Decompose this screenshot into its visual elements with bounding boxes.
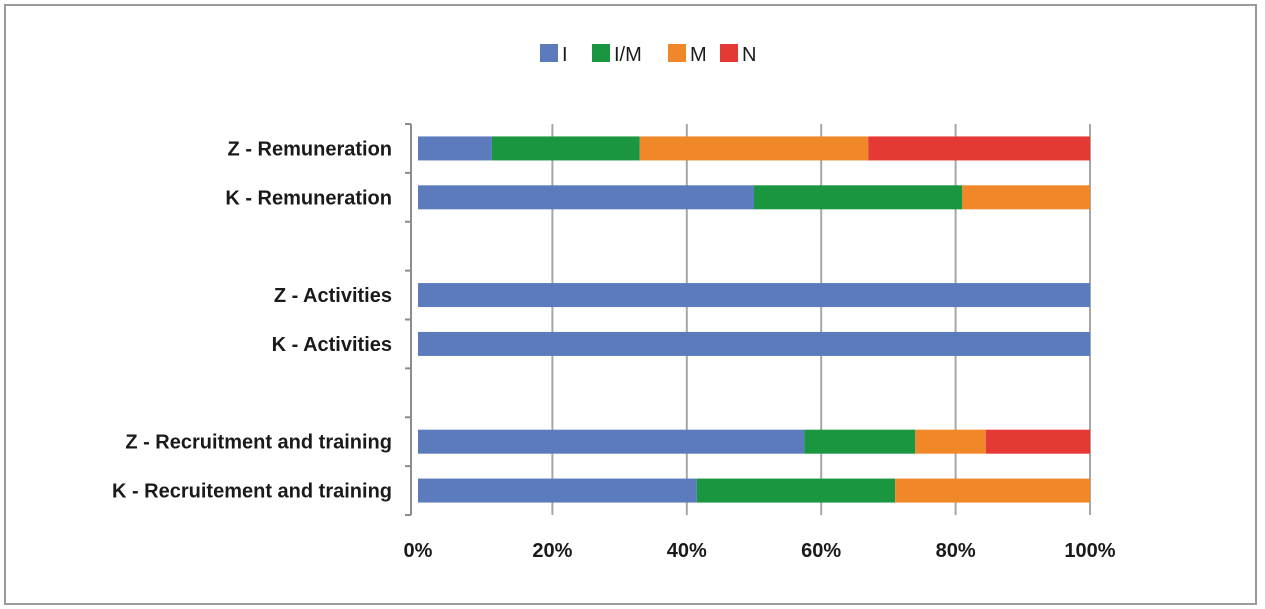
category-label: Z - Recruitment and training	[125, 432, 392, 454]
category-label: Z - Remuneration	[228, 138, 392, 160]
legend-swatch	[668, 44, 686, 62]
category-label: K - Recruitement and training	[112, 481, 392, 503]
bar-i-m-7	[696, 478, 896, 503]
bar-m-0	[639, 136, 869, 161]
x-tick-label: 20%	[532, 540, 572, 562]
bar-i-6	[418, 429, 805, 454]
y-axis	[405, 123, 412, 516]
bar-m-7	[895, 478, 1090, 503]
category-label: Z - Activities	[274, 285, 392, 307]
legend-label: M	[690, 44, 707, 66]
category-labels: Z - Remuneration K - Remuneration Z - Acti…	[112, 138, 392, 502]
x-tick-label: 60%	[801, 540, 841, 562]
bar-i-1	[418, 185, 754, 210]
legend: I I/M M N	[540, 44, 756, 66]
x-tick-label: 100%	[1064, 540, 1115, 562]
bar-m-1	[962, 185, 1090, 210]
x-tick-label: 40%	[667, 540, 707, 562]
bar-i-7	[418, 478, 697, 503]
x-tick-labels: 0% 20% 40% 60% 80% 100%	[404, 540, 1116, 562]
bar-i-0	[418, 136, 492, 161]
x-tick-label: 80%	[936, 540, 976, 562]
legend-swatch	[720, 44, 738, 62]
legend-label: I/M	[614, 44, 642, 66]
bar-n-0	[868, 136, 1090, 161]
legend-swatch	[592, 44, 610, 62]
bar-m-6	[915, 429, 986, 454]
bar-i-m-1	[754, 185, 963, 210]
bars	[418, 136, 1090, 503]
bar-i-m-6	[804, 429, 916, 454]
x-tick-label: 0%	[404, 540, 433, 562]
bar-n-6	[985, 429, 1090, 454]
legend-swatch	[540, 44, 558, 62]
gridlines	[551, 124, 1091, 515]
bar-i-3	[418, 283, 1090, 308]
category-label: K - Remuneration	[225, 187, 392, 209]
legend-label: N	[742, 44, 756, 66]
bar-i-m-0	[491, 136, 640, 161]
category-label: K - Activities	[272, 334, 392, 356]
bar-i-4	[418, 331, 1090, 356]
legend-label: I	[562, 44, 568, 66]
